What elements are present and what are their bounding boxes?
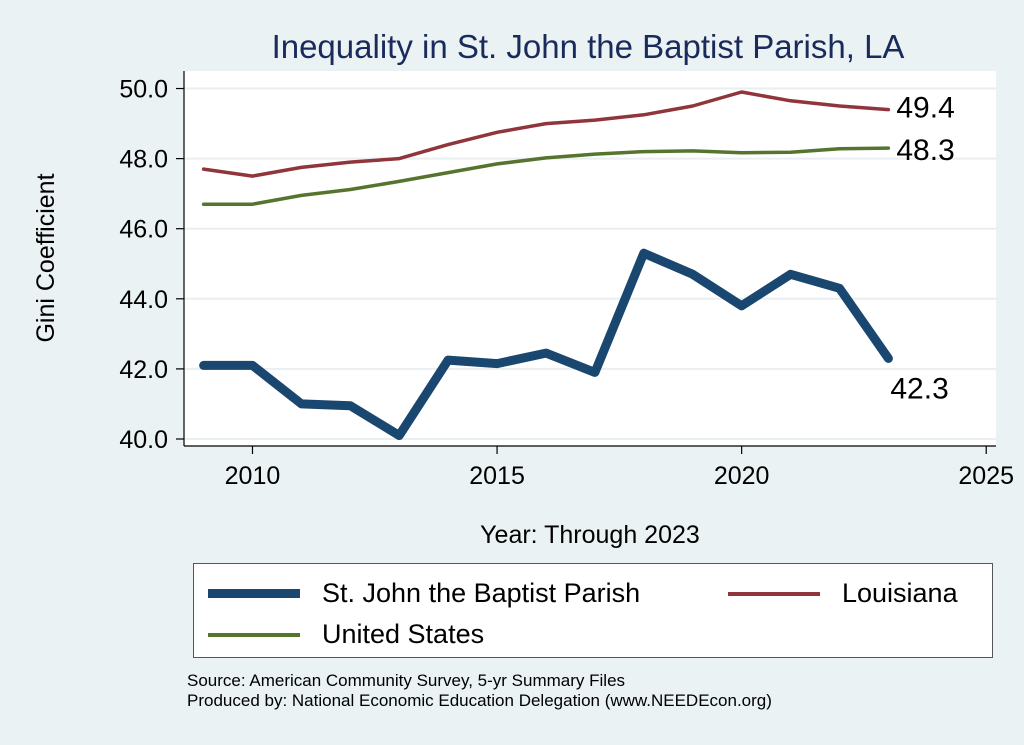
series-line-louisiana — [201, 90, 891, 178]
end-labels: 42.3 49.4 48.3 — [890, 92, 954, 406]
legend-item-louisiana: Louisiana — [728, 578, 958, 609]
legend-label-louisiana: Louisiana — [842, 578, 958, 608]
end-label-louisiana: 49.4 — [896, 92, 954, 125]
legend-label-parish: St. John the Baptist Parish — [322, 578, 641, 608]
x-tick-label: 2010 — [225, 462, 281, 490]
footer-notes: Source: American Community Survey, 5-yr … — [187, 671, 772, 711]
chart-title: Inequality in St. John the Baptist Paris… — [272, 28, 905, 65]
legend-swatch-louisiana — [728, 591, 820, 596]
plot-area — [184, 71, 996, 446]
series-line-parish — [199, 248, 893, 440]
tick-labels: 40.0 42.0 44.0 46.0 48.0 50.0 2010 2015 2020 2025 — [119, 76, 1014, 490]
y-tick-label: 42.0 — [119, 356, 168, 384]
x-tick-label: 2015 — [469, 462, 525, 490]
y-tick-label: 46.0 — [119, 216, 168, 244]
x-tick-label: 2025 — [958, 462, 1014, 490]
y-tick-label: 50.0 — [119, 76, 168, 104]
axes — [176, 71, 996, 454]
legend-item-parish: St. John the Baptist Parish — [208, 578, 640, 609]
legend-label-united-states: United States — [322, 619, 485, 649]
grid-lines — [184, 87, 996, 440]
y-axis-label: Gini Coefficient — [32, 173, 60, 342]
end-label-parish: 42.3 — [890, 372, 948, 405]
x-axis-label: Year: Through 2023 — [480, 521, 700, 549]
producer-note: Produced by: National Economic Education… — [187, 691, 772, 710]
end-label-united-states: 48.3 — [896, 134, 954, 167]
y-tick-label: 40.0 — [119, 426, 168, 454]
source-note: Source: American Community Survey, 5-yr … — [187, 671, 626, 690]
series-lines — [199, 90, 893, 440]
y-tick-label: 48.0 — [119, 146, 168, 174]
legend-swatch-parish — [208, 589, 300, 598]
series-line-united-states — [201, 146, 891, 206]
y-tick-label: 44.0 — [119, 286, 168, 314]
legend-swatch-united-states — [208, 632, 300, 637]
legend: St. John the Baptist Parish Louisiana Un… — [193, 563, 993, 658]
legend-item-united-states: United States — [208, 619, 484, 650]
x-tick-label: 2020 — [714, 462, 770, 490]
